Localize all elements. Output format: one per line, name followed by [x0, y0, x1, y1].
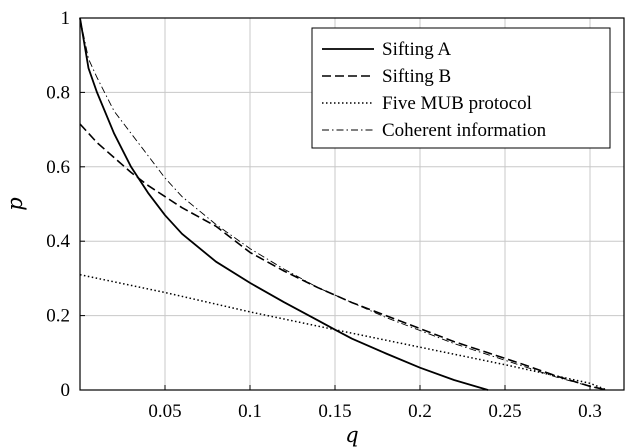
legend-box	[311, 27, 611, 149]
x-tick-label: 0.3	[578, 401, 602, 422]
x-tick-label: 0.2	[408, 401, 432, 422]
y-tick-label: 0.2	[46, 306, 70, 327]
series-line-sifting-b	[79, 123, 608, 391]
x-tick-label: 0.1	[238, 401, 262, 422]
y-tick-label: 0.6	[46, 157, 70, 178]
series-line-sifting-a	[79, 17, 489, 391]
ticks: 0.05 0.1 0.15 0.2 0.25 0.3 0 0.2 0.4 0.6 0.8 1	[46, 8, 602, 422]
series-line-coherent-information	[79, 17, 608, 391]
y-tick-label: 0	[61, 380, 71, 401]
y-tick-label: 0.8	[46, 82, 70, 103]
legend-label: Sifting A	[382, 39, 451, 60]
plot-frame	[79, 17, 625, 391]
legend-label: Five MUB protocol	[382, 93, 532, 114]
legend: Sifting A Sifting B Five MUB protocol Coher…	[311, 27, 611, 149]
x-tick-label: 0.15	[318, 401, 351, 422]
x-tick-label: 0.05	[148, 401, 181, 422]
y-tick-label: 1	[61, 8, 71, 29]
x-tick-label: 0.25	[488, 401, 521, 422]
y-tick-label: 0.4	[46, 231, 70, 252]
legend-label: Coherent information	[382, 120, 547, 141]
y-axis-label: p	[3, 197, 27, 210]
series-layer	[79, 17, 608, 391]
series-line-five-mub-protocol	[79, 273, 608, 391]
x-axis-label: q	[345, 423, 358, 447]
legend-label: Sifting B	[382, 66, 451, 87]
